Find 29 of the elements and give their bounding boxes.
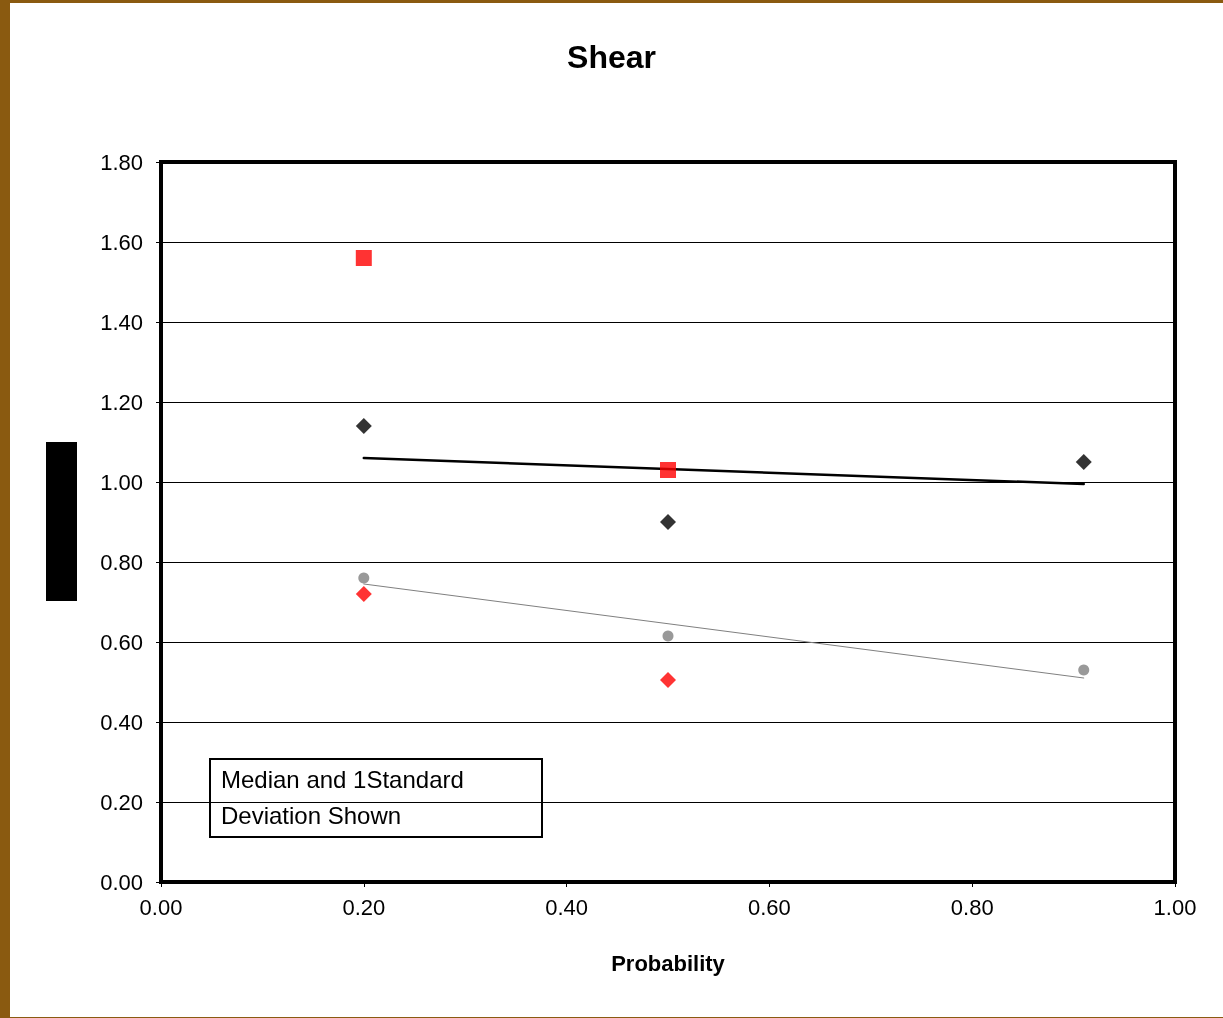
y-tick-label: 1.20 (100, 389, 143, 415)
y-tick-label: 1.80 (100, 149, 143, 175)
point (355, 418, 372, 434)
y-tick-label: 1.60 (100, 229, 143, 255)
point (660, 462, 676, 478)
x-tick-label: 0.00 (139, 894, 183, 920)
text-box: Median and 1Standard Deviation Shown (209, 758, 543, 838)
y-tick-label: 1.00 (100, 469, 143, 495)
y-tick-label: 0.20 (100, 789, 143, 815)
chart-title: Shear (567, 39, 656, 75)
x-tick-label: 1.00 (1153, 894, 1197, 920)
y-tick-label: 1.40 (100, 309, 143, 335)
y-tick-label: 0.40 (100, 709, 143, 735)
x-axis-title: Probability (611, 950, 726, 976)
point (660, 514, 676, 530)
x-tick-label: 0.60 (747, 894, 791, 920)
point (355, 250, 372, 266)
y-tick-label: 0.60 (100, 629, 143, 655)
y-tick-label: 0.00 (100, 869, 143, 895)
x-tick-label: 0.40 (545, 894, 589, 920)
x-tick-label: 0.20 (342, 894, 386, 920)
point (358, 572, 370, 584)
point (662, 630, 674, 642)
x-tick-label: 0.80 (950, 894, 994, 920)
point (660, 672, 676, 688)
point (1075, 454, 1092, 470)
y-tick-label: 0.80 (100, 549, 143, 575)
point (355, 586, 372, 602)
point (1078, 664, 1090, 676)
